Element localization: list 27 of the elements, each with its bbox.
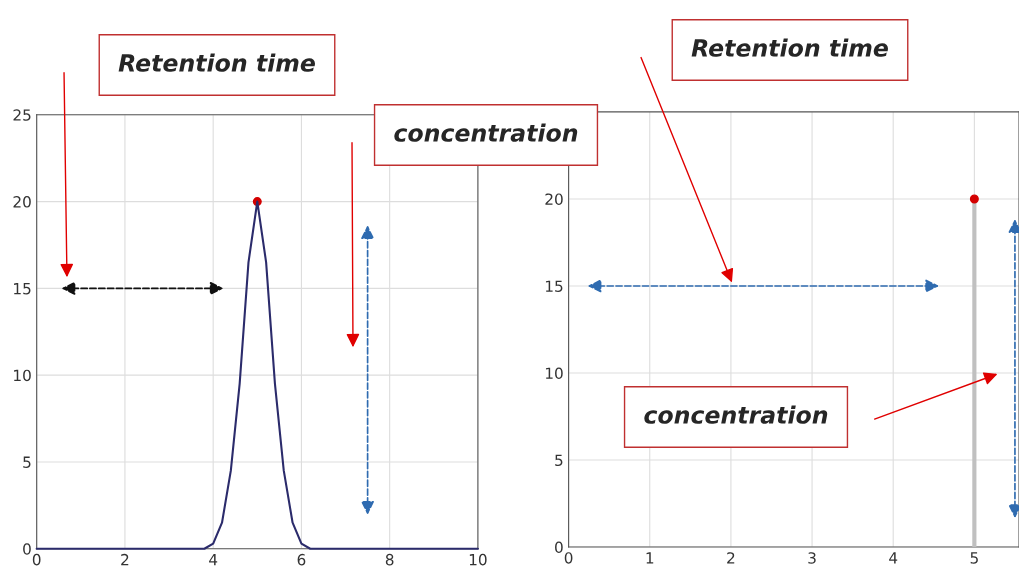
y-tick-label: 5 <box>23 456 31 468</box>
y-tick-label: 10 <box>14 369 31 382</box>
x-tick-label: 0 <box>32 553 41 566</box>
y-tick-label: 15 <box>545 280 563 292</box>
x-tick-label: 8 <box>385 553 394 566</box>
y-tick-label: 20 <box>13 196 31 208</box>
y-tick-label: 10 <box>545 367 563 380</box>
y-tick-label: 0 <box>23 543 31 555</box>
y-tick-label: 20 <box>545 193 563 205</box>
x-tick-label: 2 <box>727 552 735 564</box>
x-tick-label: 10 <box>469 553 487 566</box>
annotation: concentration <box>644 405 828 424</box>
x-tick-label: 2 <box>121 553 129 566</box>
y-tick-label: 15 <box>14 283 31 295</box>
x-tick-label: 4 <box>209 554 218 566</box>
y-tick-label: 25 <box>13 109 31 121</box>
text: Retention time <box>118 53 315 72</box>
x-tick-label: 5 <box>970 552 978 564</box>
x-tick-label: 3 <box>808 552 816 564</box>
text: Retention time <box>691 38 888 57</box>
x-tick-label: 0 <box>564 552 573 564</box>
x-tick-label: 1 <box>646 552 654 564</box>
y-tick-label: 5 <box>555 454 563 467</box>
x-tick-label: 6 <box>297 553 306 566</box>
y-tick-label: 0 <box>555 541 563 554</box>
x-tick-label: 4 <box>889 552 898 564</box>
annotation: concentration <box>394 123 578 142</box>
